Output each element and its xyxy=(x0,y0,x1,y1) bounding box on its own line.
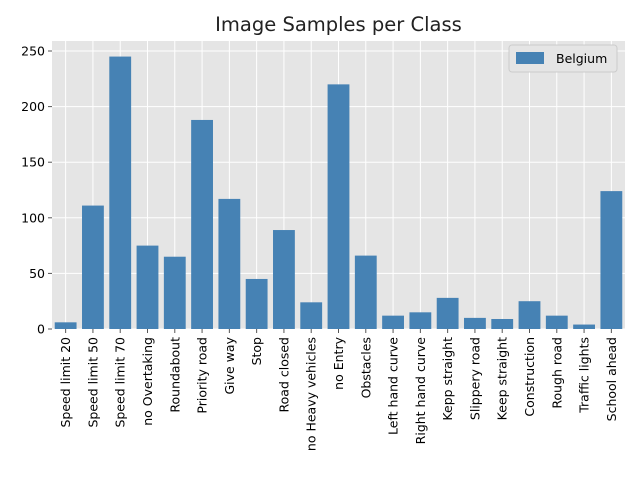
x-tick-label: School ahead xyxy=(604,337,619,421)
x-tick-label: Keep straight xyxy=(495,337,510,420)
x-tick-label: Kepp straight xyxy=(440,337,455,421)
x-tick-label: Obstacles xyxy=(358,337,373,398)
x-tick-label: no Heavy vehicles xyxy=(304,337,319,451)
bar xyxy=(327,84,350,330)
x-tick-label: Left hand curve xyxy=(386,337,401,435)
bar xyxy=(545,315,568,329)
x-tick-label: Speed limit 70 xyxy=(113,337,128,428)
bar xyxy=(518,301,541,329)
x-tick-label: Priority road xyxy=(195,337,210,414)
bar xyxy=(54,322,77,329)
legend-swatch xyxy=(516,52,544,64)
legend: Belgium xyxy=(508,44,618,73)
x-tick-label: Right hand curve xyxy=(413,337,428,445)
x-tick-label: Stop xyxy=(249,337,264,365)
bar xyxy=(382,315,404,329)
y-tick-label: 150 xyxy=(21,155,45,170)
bar xyxy=(354,255,377,329)
bar xyxy=(273,230,295,329)
bar xyxy=(300,302,323,329)
y-tick-label: 100 xyxy=(21,210,45,225)
bar xyxy=(218,198,241,329)
y-tick-label: 0 xyxy=(37,322,45,337)
bar xyxy=(245,278,268,329)
x-tick-label: Construction xyxy=(522,337,537,417)
x-tick-label: Slippery road xyxy=(467,337,482,420)
x-tick-label: Speed limit 50 xyxy=(85,337,100,428)
chart-title: Image Samples per Class xyxy=(215,13,462,36)
x-tick-label: Give way xyxy=(222,336,237,394)
legend-label: Belgium xyxy=(556,51,607,66)
legend-box xyxy=(508,44,618,73)
x-tick-label: Speed limit 20 xyxy=(58,337,73,428)
bar xyxy=(136,245,159,329)
y-tick-label: 200 xyxy=(21,99,45,114)
x-tick-label: Rough road xyxy=(549,337,564,409)
bar xyxy=(600,191,623,329)
x-tick-label: no Overtaking xyxy=(140,337,155,426)
bar xyxy=(436,297,459,329)
x-tick-label: Roundabout xyxy=(167,337,182,413)
bar xyxy=(491,318,514,329)
bar xyxy=(163,256,186,329)
bar xyxy=(109,56,132,329)
y-tick-label: 250 xyxy=(21,44,45,59)
y-axis: 0 50 100 150 200 250 xyxy=(21,44,52,337)
x-tick-label: Road closed xyxy=(276,337,291,412)
x-axis: Speed limit 20 Speed limit 50 Speed limit … xyxy=(58,329,619,451)
bar xyxy=(82,205,104,329)
bar xyxy=(409,312,432,329)
bar xyxy=(191,119,213,330)
bar xyxy=(573,324,595,329)
x-tick-label: no Entry xyxy=(331,336,346,389)
x-tick-label: Traffic lights xyxy=(577,337,592,414)
bar xyxy=(464,317,486,329)
bars xyxy=(54,56,623,330)
y-tick-label: 50 xyxy=(29,266,45,281)
